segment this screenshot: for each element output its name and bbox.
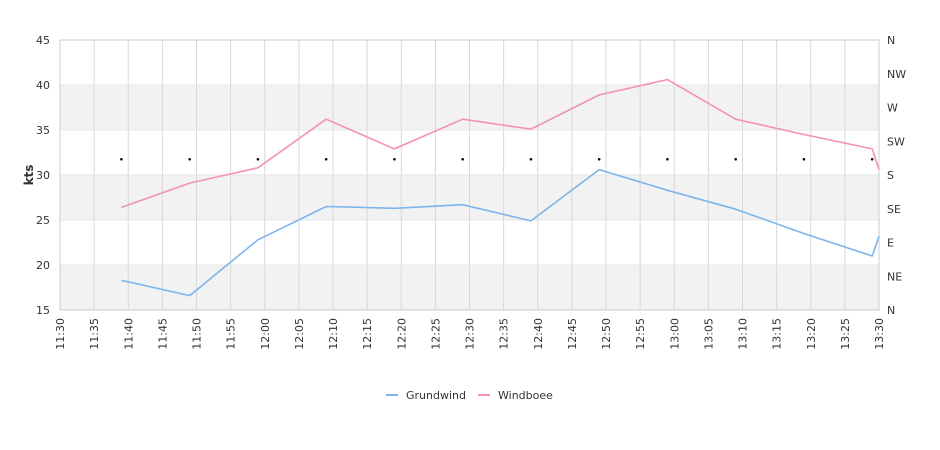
y-tick-label: 35	[36, 124, 50, 137]
y-tick-label: 15	[36, 304, 50, 317]
y2-tick-label: N	[887, 304, 895, 317]
y2-tick-label: SW	[887, 135, 905, 148]
direction-marker	[597, 157, 601, 161]
x-tick-label: 13:15	[771, 318, 784, 350]
y2-tick-label: W	[887, 102, 898, 115]
x-tick-label: 12:45	[566, 318, 579, 350]
x-tick-label: 11:30	[54, 318, 67, 350]
y-tick-label: 45	[36, 34, 50, 47]
x-tick-label: 13:10	[737, 318, 750, 350]
legend-item-grundwind: Grundwind	[386, 389, 466, 402]
legend-item-windboee: Windboee	[478, 389, 553, 402]
x-axis-ticks: 11:30 11:35 11:40 11:45 11:50 11:55 12:00 12:05…	[54, 318, 886, 350]
legend-label: Windboee	[498, 389, 553, 402]
y-tick-label: 40	[36, 79, 50, 92]
y2-axis-ticks: N NE E SE S SW W NW N	[887, 34, 906, 317]
plot-frame	[59, 39, 880, 311]
y2-tick-label: E	[887, 237, 894, 250]
x-tick-label: 11:45	[156, 318, 169, 350]
x-tick-label: 12:55	[634, 318, 647, 350]
direction-marker	[324, 157, 328, 161]
direction-marker	[529, 157, 533, 161]
x-tick-label: 12:15	[361, 318, 374, 350]
direction-marker	[461, 157, 464, 161]
x-tick-label: 12:50	[600, 318, 613, 350]
x-tick-label: 13:25	[839, 318, 852, 350]
x-tick-label: 11:35	[88, 318, 101, 350]
x-tick-label: 11:55	[225, 318, 238, 350]
x-tick-label: 11:50	[191, 318, 204, 350]
y-tick-label: 25	[36, 214, 50, 227]
y-tick-label: 30	[36, 169, 50, 182]
y2-tick-label: NW	[887, 68, 906, 81]
direction-marker	[734, 157, 737, 161]
y-tick-label: 20	[36, 259, 50, 272]
direction-marker	[666, 157, 669, 161]
x-tick-label: 12:10	[327, 318, 340, 350]
series-line-windboee	[121, 78, 880, 209]
y-axis-label: kts	[22, 165, 36, 186]
x-tick-label: 13:30	[873, 318, 886, 350]
series-lines	[121, 78, 880, 297]
x-tick-label: 13:00	[668, 318, 681, 350]
direction-marker	[256, 157, 260, 161]
x-tick-label: 12:20	[395, 318, 408, 350]
y2-tick-label: SE	[887, 203, 901, 216]
direction-marker	[393, 157, 396, 161]
x-tick-label: 12:30	[464, 318, 477, 350]
x-tick-label: 13:20	[805, 318, 818, 350]
x-tick-label: 12:40	[532, 318, 545, 350]
y2-tick-label: NE	[887, 270, 902, 283]
direction-marker	[802, 157, 806, 161]
y-axis-ticks: 15 20 25 30 35 40 45	[36, 34, 50, 317]
x-tick-label: 12:00	[259, 318, 272, 350]
x-tick-label: 12:25	[429, 318, 442, 350]
x-tick-label: 11:40	[122, 318, 135, 350]
direction-markers	[120, 157, 874, 161]
legend-label: Grundwind	[406, 389, 466, 402]
legend: Grundwind Windboee	[386, 389, 553, 402]
y2-tick-label: S	[887, 169, 894, 182]
y2-tick-label: N	[887, 34, 895, 47]
direction-marker	[188, 157, 191, 161]
x-tick-label: 13:05	[702, 318, 715, 350]
direction-marker	[120, 157, 123, 161]
x-tick-label: 12:05	[293, 318, 306, 350]
x-tick-label: 12:35	[498, 318, 511, 350]
direction-marker	[870, 157, 874, 161]
series-line-grundwind	[121, 168, 880, 297]
